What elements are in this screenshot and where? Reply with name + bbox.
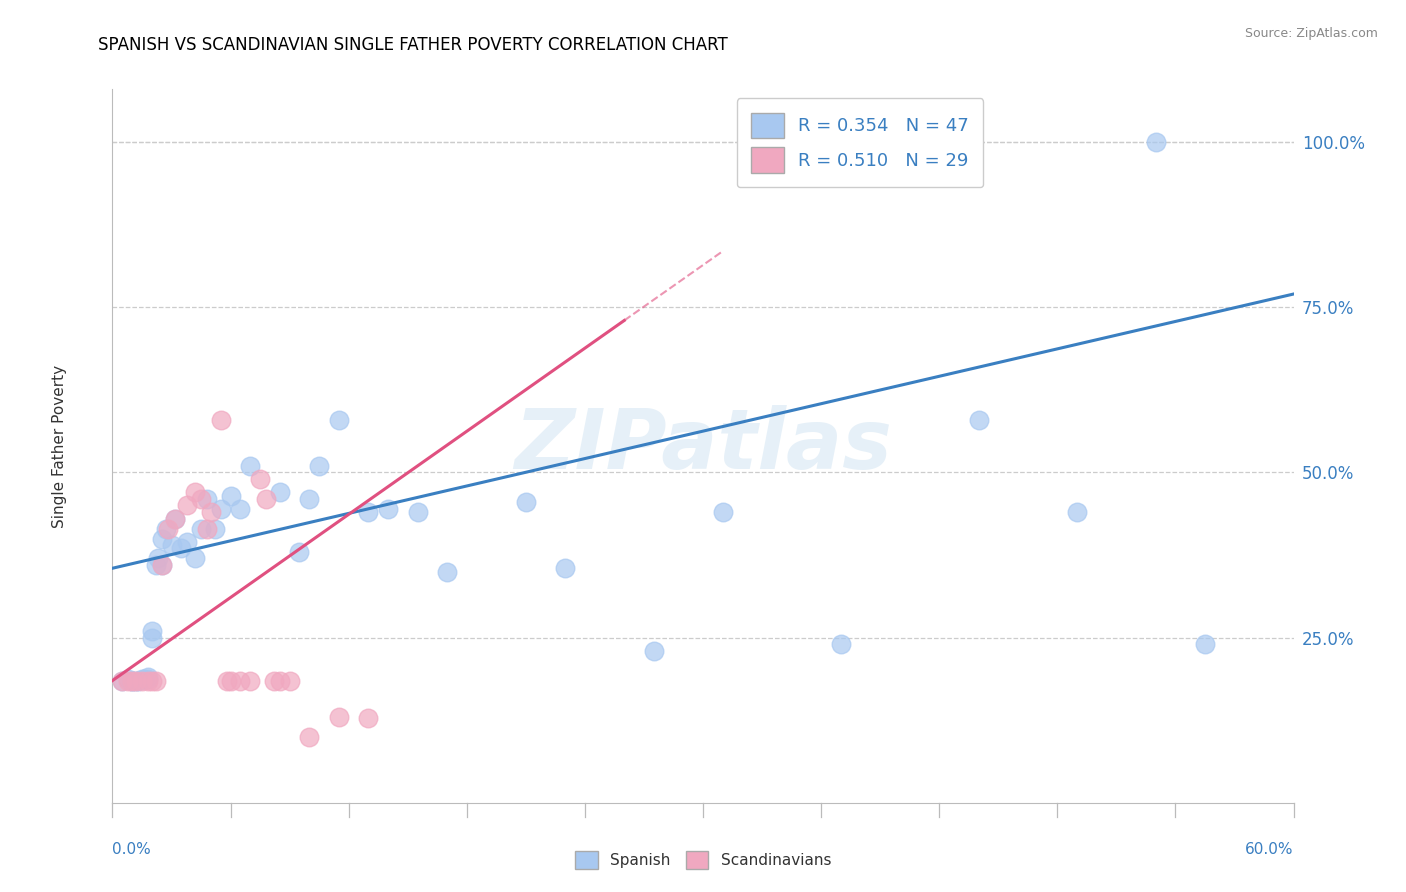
Point bbox=[269, 485, 291, 500]
Point bbox=[141, 624, 163, 638]
Point bbox=[156, 522, 179, 536]
Point bbox=[219, 489, 242, 503]
Point bbox=[357, 711, 380, 725]
Point bbox=[328, 710, 350, 724]
Point bbox=[111, 673, 134, 688]
Point bbox=[298, 730, 321, 744]
Point bbox=[117, 673, 139, 688]
Point bbox=[298, 491, 321, 506]
Text: 60.0%: 60.0% bbox=[1246, 842, 1294, 857]
Point bbox=[190, 522, 212, 536]
Point bbox=[377, 501, 399, 516]
Point bbox=[1144, 135, 1167, 149]
Text: SPANISH VS SCANDINAVIAN SINGLE FATHER POVERTY CORRELATION CHART: SPANISH VS SCANDINAVIAN SINGLE FATHER PO… bbox=[98, 36, 728, 54]
Point bbox=[121, 673, 143, 688]
Text: Source: ZipAtlas.com: Source: ZipAtlas.com bbox=[1244, 27, 1378, 40]
Point bbox=[204, 522, 226, 536]
Point bbox=[406, 505, 429, 519]
Point bbox=[1194, 637, 1216, 651]
Legend: Spanish, Scandinavians: Spanish, Scandinavians bbox=[568, 845, 838, 875]
Point bbox=[145, 558, 167, 572]
Point bbox=[190, 491, 212, 506]
Point bbox=[160, 538, 183, 552]
Point bbox=[1066, 505, 1088, 519]
Point bbox=[215, 673, 238, 688]
Text: 0.0%: 0.0% bbox=[112, 842, 152, 857]
Point bbox=[967, 412, 990, 426]
Point bbox=[165, 511, 187, 525]
Point bbox=[239, 458, 262, 473]
Point bbox=[643, 644, 665, 658]
Point bbox=[121, 673, 143, 688]
Point bbox=[111, 673, 134, 688]
Point bbox=[170, 541, 193, 556]
Point bbox=[263, 673, 285, 688]
Point bbox=[136, 670, 159, 684]
Point bbox=[209, 412, 232, 426]
Point bbox=[229, 501, 252, 516]
Point bbox=[195, 491, 218, 506]
Point bbox=[288, 545, 311, 559]
Point bbox=[254, 491, 277, 506]
Point bbox=[132, 672, 155, 686]
Text: Single Father Poverty: Single Father Poverty bbox=[52, 365, 67, 527]
Point bbox=[131, 673, 153, 688]
Point bbox=[184, 551, 207, 566]
Point bbox=[150, 558, 173, 572]
Point bbox=[150, 558, 173, 572]
Point bbox=[121, 673, 143, 688]
Point bbox=[117, 672, 139, 686]
Point bbox=[125, 673, 148, 688]
Point bbox=[328, 412, 350, 426]
Point bbox=[141, 631, 163, 645]
Point bbox=[125, 673, 148, 688]
Point bbox=[229, 673, 252, 688]
Point bbox=[515, 495, 537, 509]
Point bbox=[136, 673, 159, 688]
Legend: R = 0.354   N = 47, R = 0.510   N = 29: R = 0.354 N = 47, R = 0.510 N = 29 bbox=[737, 98, 983, 187]
Point bbox=[176, 499, 198, 513]
Point bbox=[146, 551, 169, 566]
Text: ZIPatlas: ZIPatlas bbox=[515, 406, 891, 486]
Point bbox=[219, 673, 242, 688]
Point bbox=[127, 673, 149, 688]
Point bbox=[150, 532, 173, 546]
Point bbox=[141, 673, 163, 688]
Point bbox=[184, 485, 207, 500]
Point bbox=[554, 561, 576, 575]
Point bbox=[200, 505, 222, 519]
Point bbox=[436, 565, 458, 579]
Point bbox=[209, 501, 232, 516]
Point bbox=[830, 637, 852, 651]
Point bbox=[145, 673, 167, 688]
Point bbox=[239, 673, 262, 688]
Point bbox=[195, 522, 218, 536]
Point bbox=[131, 672, 153, 686]
Point bbox=[357, 505, 380, 519]
Point bbox=[278, 673, 301, 688]
Point bbox=[165, 511, 187, 525]
Point bbox=[249, 472, 271, 486]
Point bbox=[176, 534, 198, 549]
Point bbox=[155, 522, 177, 536]
Point bbox=[269, 673, 291, 688]
Point bbox=[136, 672, 159, 686]
Point bbox=[308, 458, 330, 473]
Point bbox=[711, 505, 734, 519]
